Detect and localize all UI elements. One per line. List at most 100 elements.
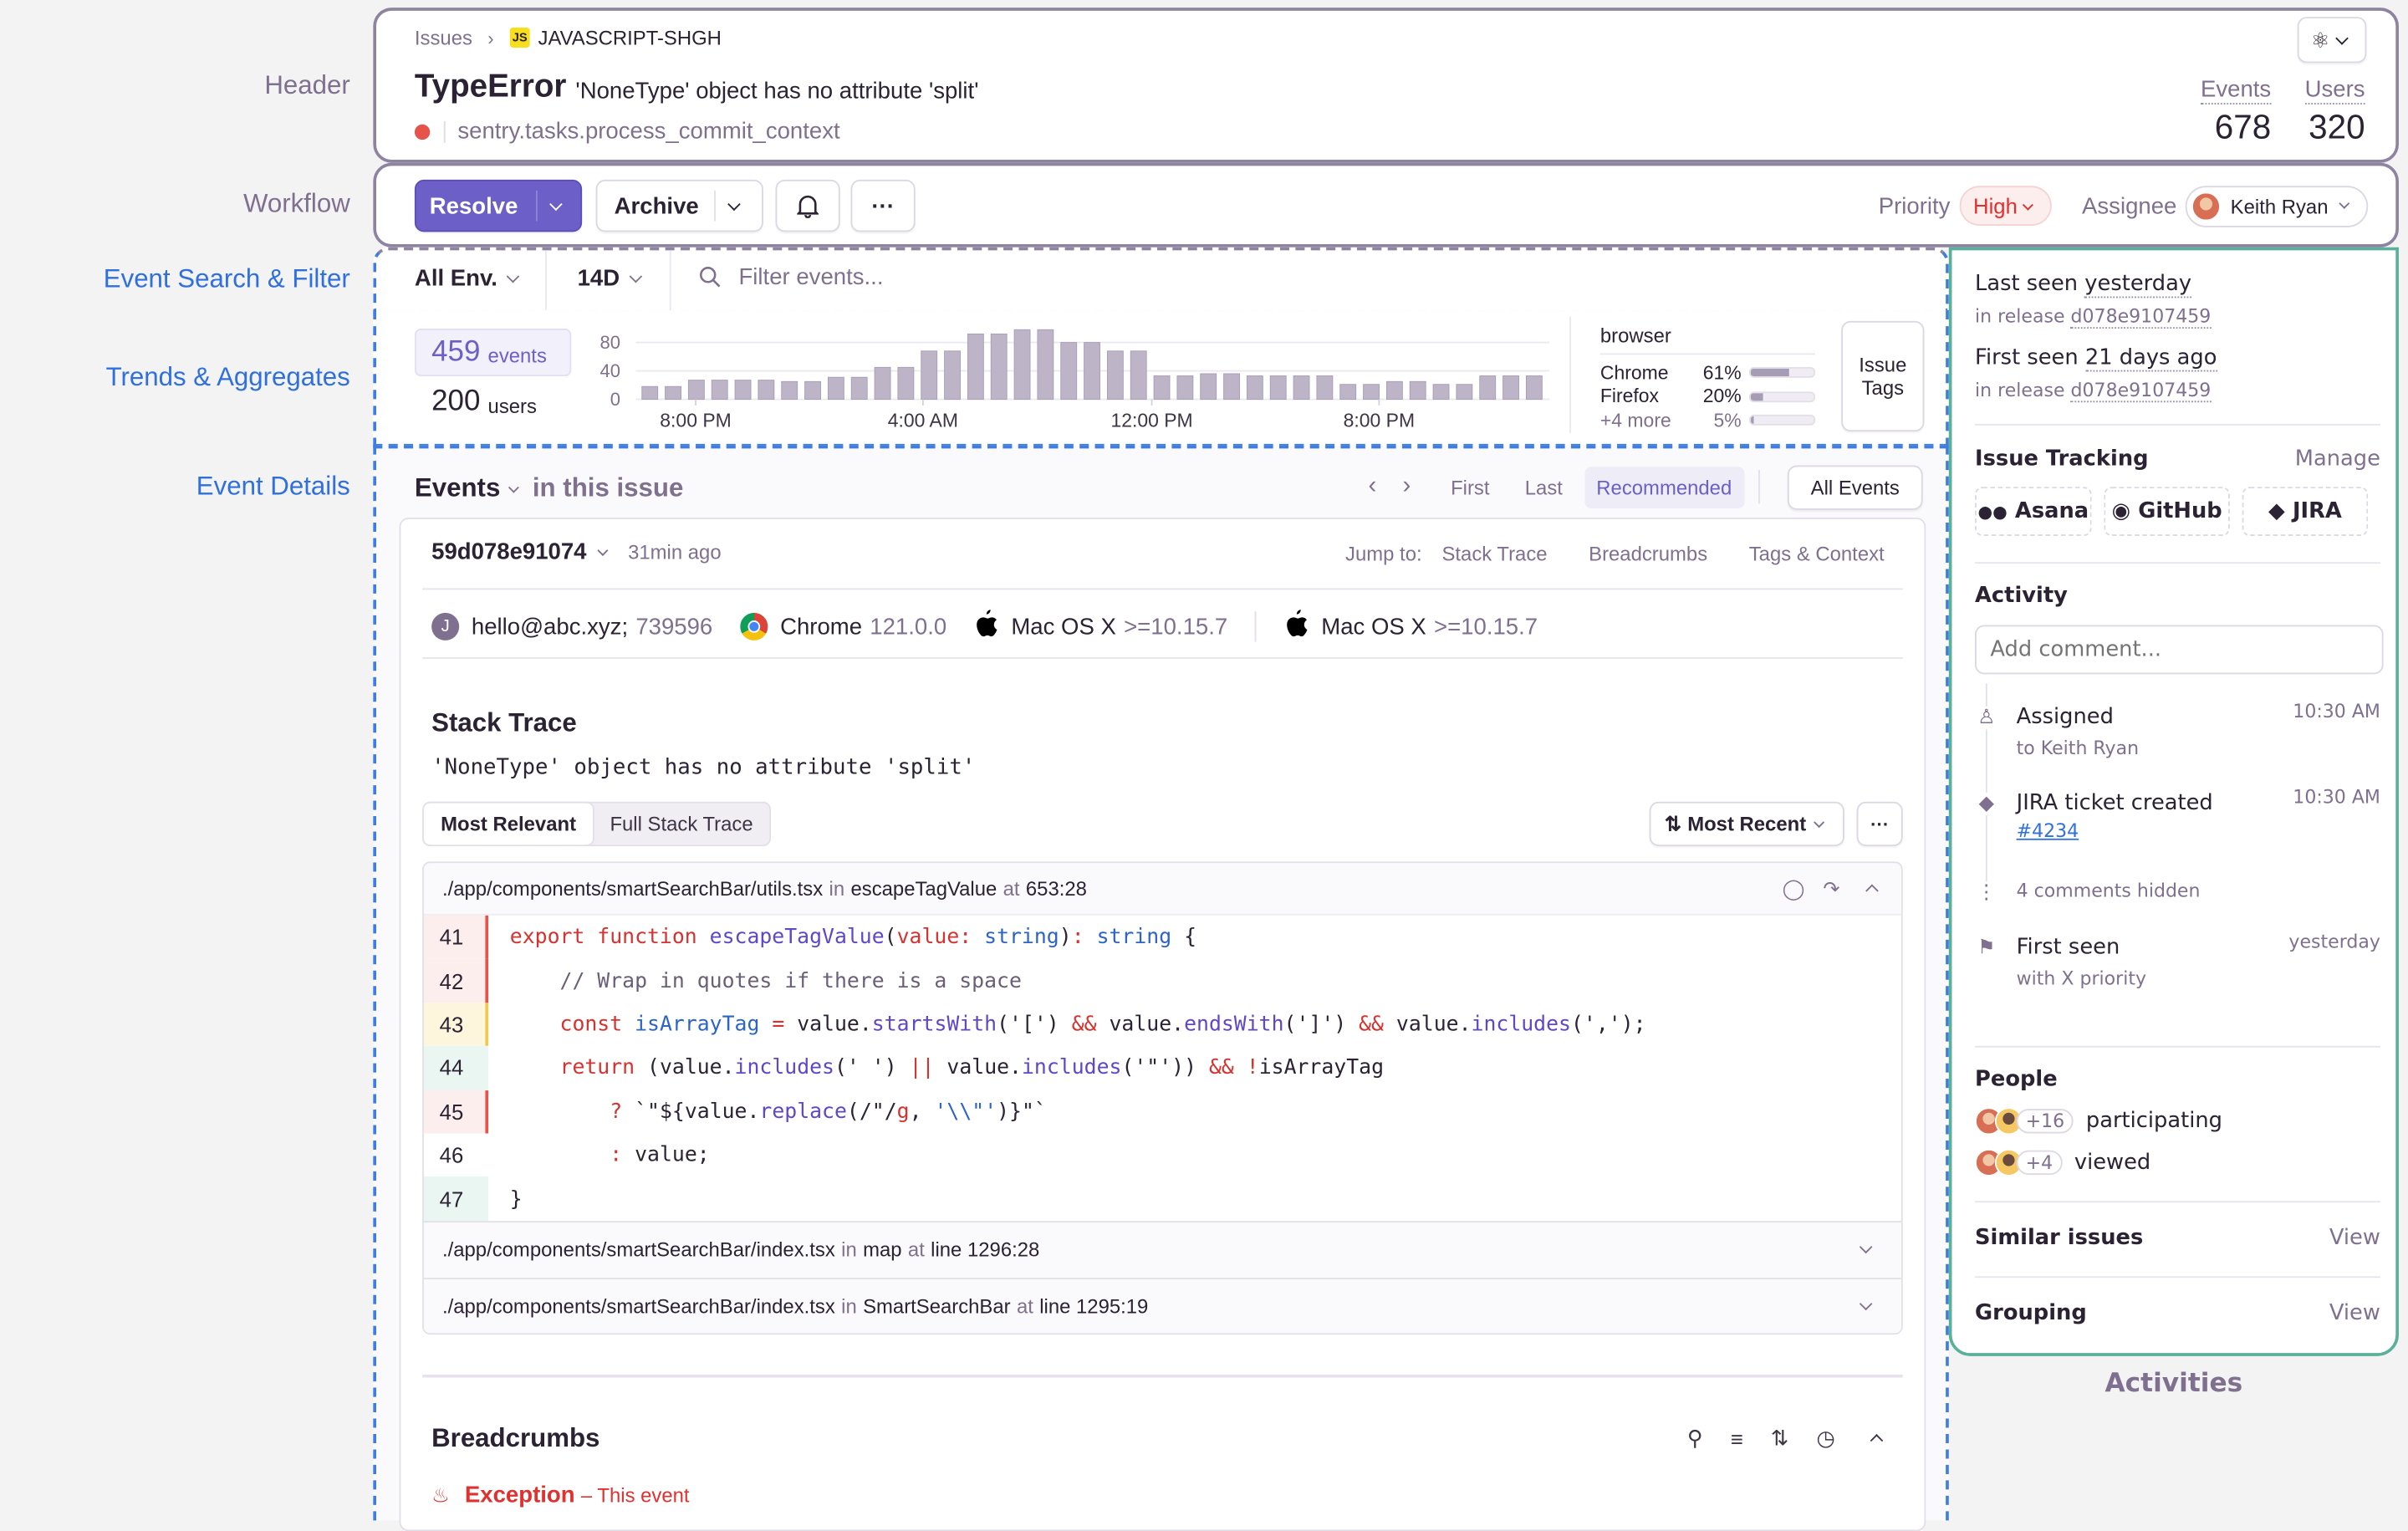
histogram-bar[interactable] — [944, 350, 961, 401]
histogram-bar[interactable] — [1293, 375, 1310, 401]
sort-dropdown[interactable]: ⇅ Most Recent — [1649, 801, 1844, 847]
histogram-bar[interactable] — [711, 380, 728, 401]
histogram-bar[interactable] — [1130, 350, 1147, 401]
time-icon[interactable]: ◷ — [1816, 1425, 1835, 1450]
context-item[interactable]: Chrome 121.0.0 — [740, 612, 946, 640]
source-map-icon[interactable]: ↷ — [1823, 876, 1840, 901]
histogram-bar[interactable] — [1084, 342, 1100, 401]
filter-icon[interactable]: ≡ — [1730, 1426, 1743, 1451]
subscribe-button[interactable] — [775, 179, 840, 232]
stat-events[interactable]: Events 678 — [2200, 77, 2272, 147]
add-comment-input[interactable] — [1975, 625, 2384, 675]
histogram-bar[interactable] — [850, 376, 868, 401]
chevron-up-icon[interactable] — [1865, 884, 1879, 898]
histogram-bar[interactable] — [1060, 342, 1078, 401]
histogram-bar[interactable] — [1200, 373, 1217, 401]
stack-frame[interactable]: ./app/components/smartSearchBar/index.ts… — [423, 1220, 1901, 1278]
grouping-view-link[interactable]: View — [2329, 1300, 2380, 1326]
release-link[interactable]: d078e9107459 — [2070, 305, 2212, 329]
event-id[interactable]: 59d078e91074 — [431, 538, 587, 565]
asana-button[interactable]: ●⁠● Asana — [1975, 487, 2092, 537]
tab-full-stack-trace[interactable]: Full Stack Trace — [610, 812, 753, 836]
jira-button[interactable]: ◆ JIRA — [2242, 487, 2369, 537]
context-item[interactable]: Mac OS X >=10.15.7 — [974, 609, 1227, 644]
histogram-bar[interactable] — [804, 380, 821, 401]
github-button[interactable]: ◉ GitHub — [2104, 487, 2230, 537]
tag-row[interactable]: Chrome 61% — [1600, 361, 1816, 385]
period-dropdown[interactable]: 14D — [578, 266, 646, 292]
resolve-button[interactable]: Resolve — [414, 179, 583, 232]
sort-icon[interactable]: ⇅ — [1770, 1425, 1789, 1450]
histogram-bar[interactable] — [827, 376, 844, 401]
more-actions-button[interactable]: ··· — [850, 179, 916, 232]
jump-tags-context[interactable]: Tags & Context — [1748, 542, 1885, 565]
histogram-bar[interactable] — [1502, 375, 1519, 401]
histogram-bar[interactable] — [1432, 384, 1450, 401]
histogram-bar[interactable] — [1153, 375, 1171, 401]
assignee-dropdown[interactable]: Keith Ryan — [2186, 185, 2369, 227]
tag-row[interactable]: +4 more 5% — [1600, 409, 1816, 432]
recommended-event-button[interactable]: Recommended — [1584, 466, 1744, 508]
histogram-bar[interactable] — [734, 380, 752, 401]
manage-link[interactable]: Manage — [2294, 447, 2380, 472]
all-events-button[interactable]: All Events — [1787, 465, 1923, 510]
histogram-bar[interactable] — [1037, 329, 1054, 401]
histogram-bar[interactable] — [967, 333, 984, 401]
tab-most-relevant[interactable]: Most Relevant — [423, 803, 594, 845]
chevron-down-icon[interactable] — [549, 196, 564, 211]
last-event-button[interactable]: Last — [1524, 475, 1563, 499]
participants[interactable]: +16 participating — [1975, 1107, 2222, 1135]
tag-distribution-browser[interactable]: browser Chrome 61% Firefox 20% +4 more 5% — [1599, 324, 1816, 432]
events-count-toggle[interactable]: 459 events — [414, 329, 572, 376]
next-event-button[interactable]: › — [1402, 472, 1411, 499]
histogram-bar[interactable] — [990, 333, 1008, 401]
previous-event-button[interactable]: ‹ — [1368, 472, 1377, 499]
histogram-bar[interactable] — [1223, 373, 1240, 401]
histogram-bar[interactable] — [781, 380, 798, 401]
histogram-bar[interactable] — [1013, 329, 1031, 401]
flask-dropdown-button[interactable]: ⚛ — [2297, 17, 2367, 64]
priority-dropdown[interactable]: High — [1959, 186, 2052, 226]
histogram-bar[interactable] — [1316, 375, 1334, 401]
chevron-down-icon[interactable] — [1859, 1240, 1873, 1253]
frame-header[interactable]: ./app/components/smartSearchBar/utils.ts… — [423, 863, 1901, 916]
stat-users[interactable]: Users 320 — [2304, 77, 2365, 147]
histogram-bar[interactable] — [921, 350, 938, 401]
search-icon[interactable]: ⚲ — [1686, 1425, 1703, 1450]
first-event-button[interactable]: First — [1451, 475, 1490, 499]
jira-ticket-link[interactable]: #4234 — [2016, 819, 2079, 842]
tag-row[interactable]: Firefox 20% — [1600, 385, 1816, 408]
histogram-bar[interactable] — [1176, 375, 1194, 401]
histogram-bar[interactable] — [1339, 384, 1357, 401]
histogram-bar[interactable] — [1525, 375, 1543, 401]
context-item[interactable]: Mac OS X >=10.15.7 — [1284, 609, 1538, 644]
histogram-bar[interactable] — [641, 385, 659, 401]
stack-frame[interactable]: ./app/components/smartSearchBar/index.ts… — [423, 1277, 1901, 1334]
users-count-toggle[interactable]: 200 users — [431, 385, 537, 419]
chevron-down-icon[interactable] — [1859, 1297, 1873, 1310]
histogram-bar[interactable] — [1246, 375, 1263, 401]
similar-issues-view-link[interactable]: View — [2329, 1225, 2380, 1251]
histogram-bar[interactable] — [758, 380, 775, 401]
histogram-bar[interactable] — [665, 385, 681, 401]
stack-options-button[interactable]: ··· — [1856, 801, 1903, 847]
histogram-bar[interactable] — [1385, 380, 1403, 401]
jump-stack-trace[interactable]: Stack Trace — [1441, 542, 1548, 565]
histogram-bar[interactable] — [897, 366, 915, 401]
histogram-bar[interactable] — [1456, 384, 1473, 401]
histogram-bar[interactable] — [687, 380, 705, 401]
histogram-bar[interactable] — [1363, 384, 1380, 401]
github-icon[interactable]: ◯ — [1782, 876, 1805, 901]
issue-tags-button[interactable]: Issue Tags — [1841, 320, 1925, 432]
archive-button[interactable]: Archive — [595, 179, 763, 232]
breadcrumb-issue-id[interactable]: JAVASCRIPT-SHGH — [538, 26, 722, 49]
event-search-input[interactable]: Filter events... — [699, 264, 1912, 290]
hidden-comments-toggle[interactable]: 4 comments hidden — [2016, 880, 2201, 902]
jump-breadcrumbs[interactable]: Breadcrumbs — [1589, 542, 1708, 565]
chevron-up-icon[interactable] — [1870, 1433, 1884, 1447]
histogram-bar[interactable] — [1106, 350, 1124, 401]
histogram-bar[interactable] — [1479, 375, 1497, 401]
histogram-bar[interactable] — [1409, 380, 1426, 401]
viewers[interactable]: +4 viewed — [1975, 1148, 2150, 1176]
